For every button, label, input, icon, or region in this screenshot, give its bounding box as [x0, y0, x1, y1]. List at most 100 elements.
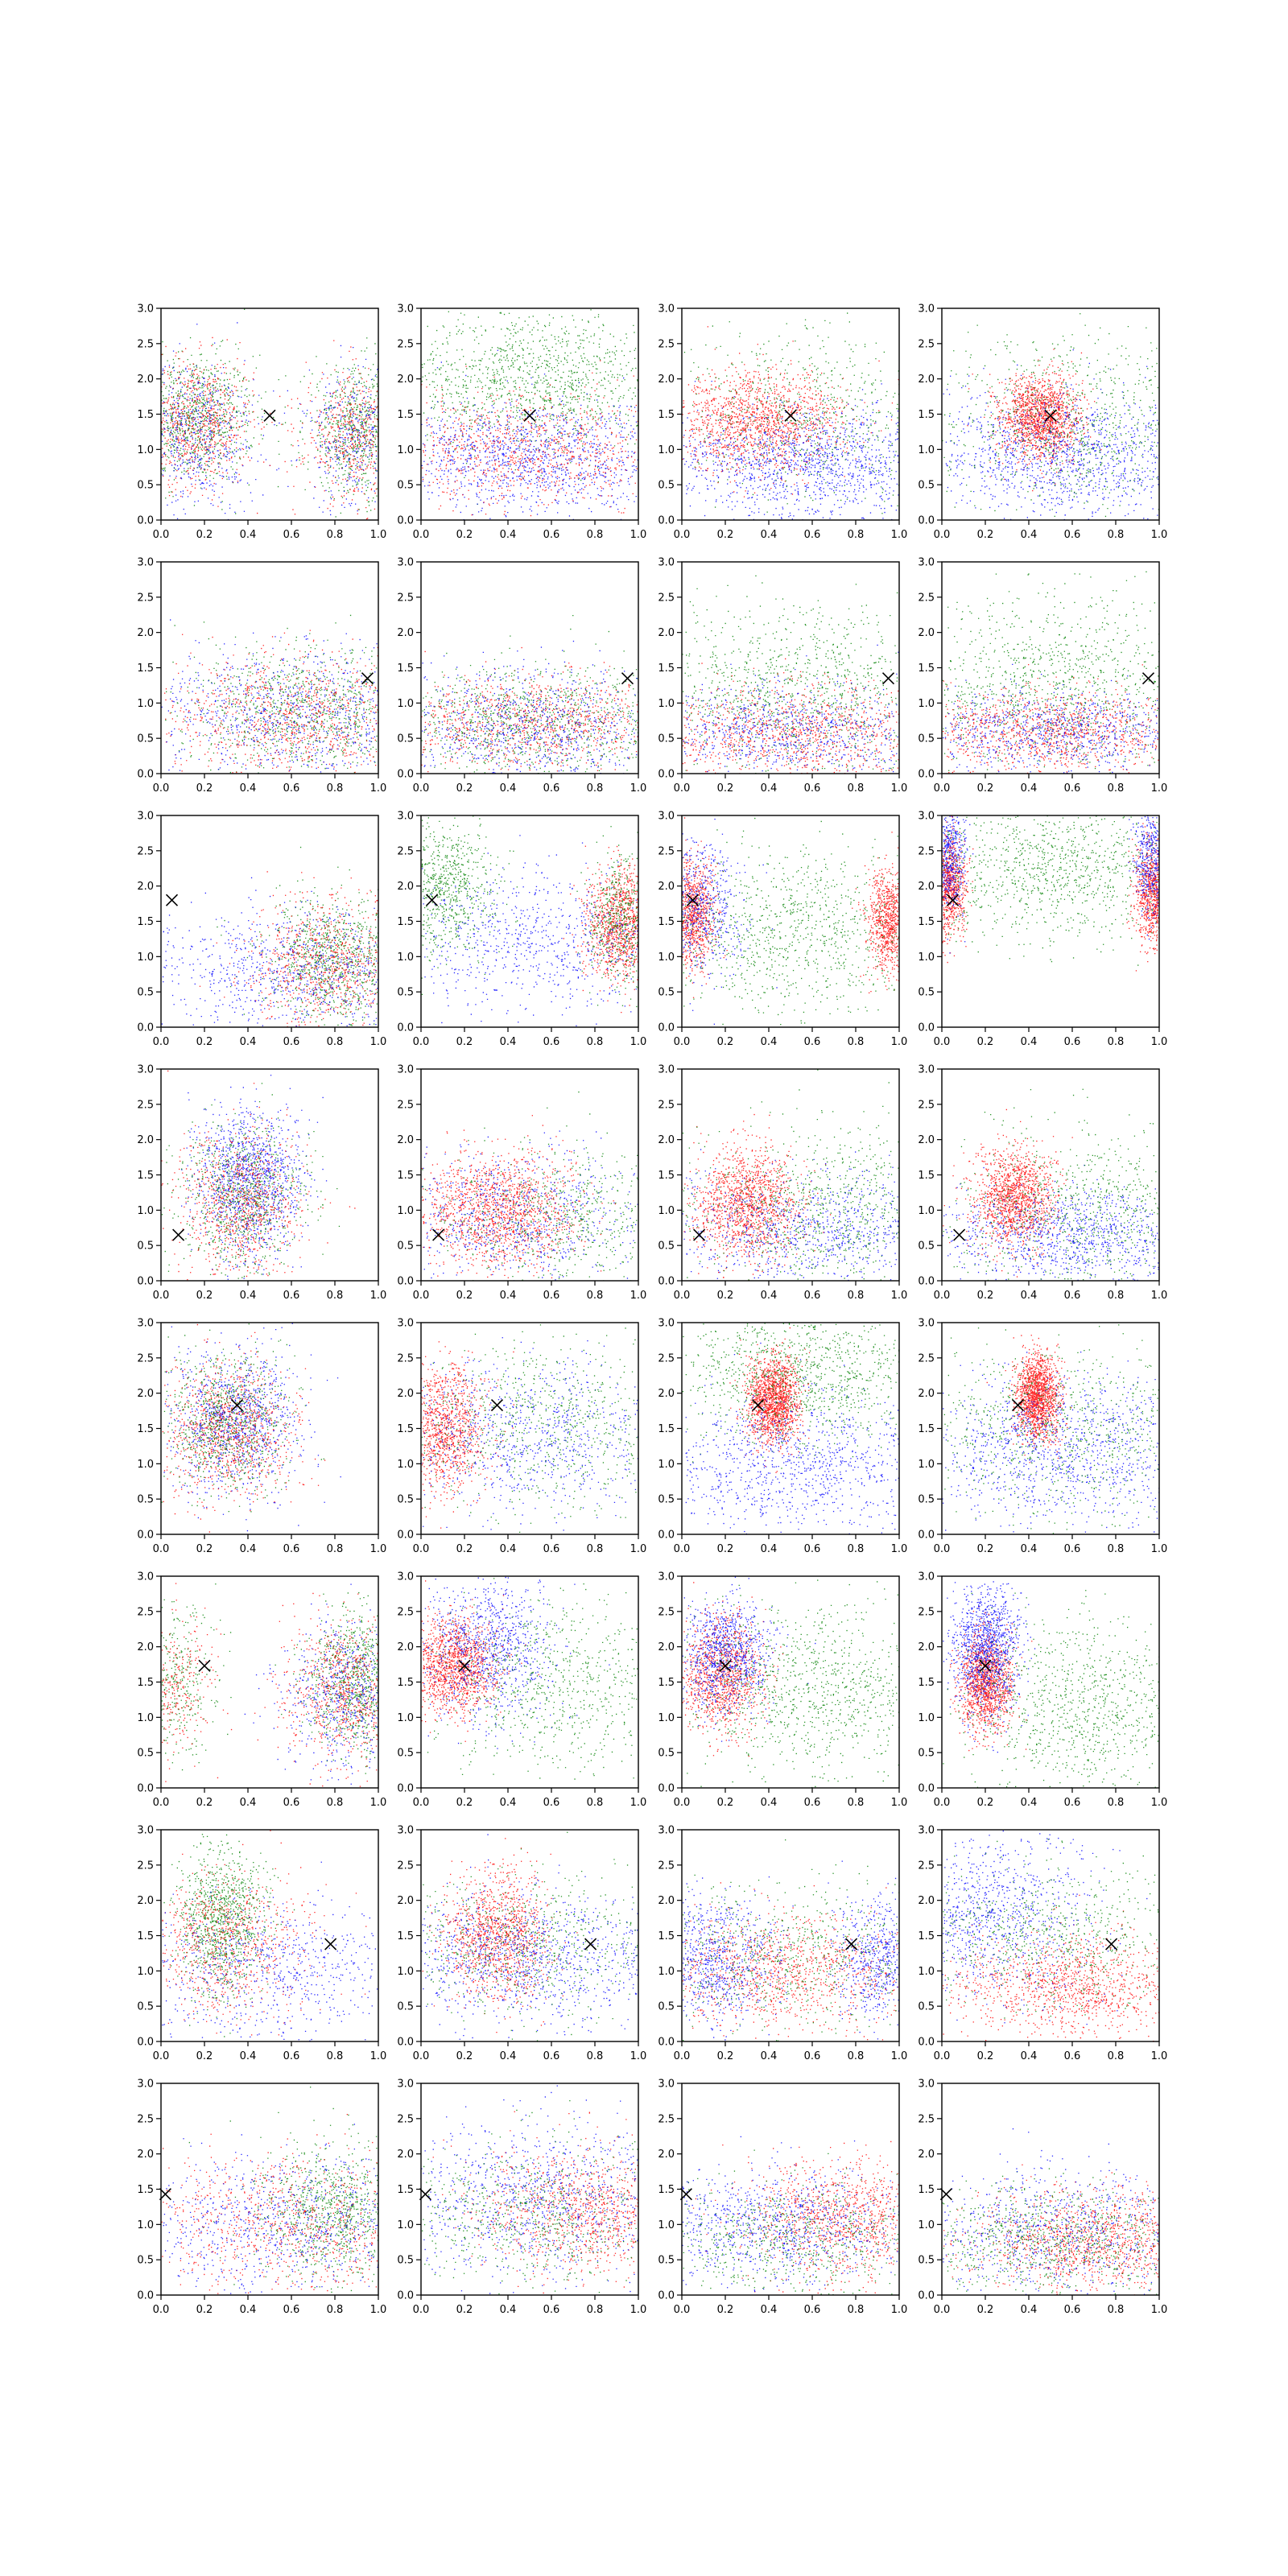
y-tick-label: 2.0 [137, 881, 154, 893]
y-tick-label: 2.0 [658, 1895, 675, 1907]
y-tick-label: 3.0 [397, 1064, 414, 1076]
y-tick-label: 1.5 [137, 1423, 154, 1435]
x-tick-label: 0.2 [456, 2304, 473, 2316]
x-tick-label: 0.2 [456, 782, 473, 795]
y-tick-label: 0.5 [137, 1241, 154, 1253]
x-tick-label: 0.0 [413, 1290, 430, 1302]
y-tick-label: 0.5 [918, 1748, 935, 1760]
y-tick-label: 2.0 [918, 2149, 935, 2161]
x-tick-label: 0.4 [500, 2050, 517, 2062]
x-tick-label: 0.8 [1108, 2304, 1125, 2316]
y-tick-label: 2.5 [918, 845, 935, 857]
x-tick-label: 0.2 [196, 2050, 213, 2062]
x-tick-label: 0.4 [761, 1290, 778, 1302]
y-tick-label: 1.0 [137, 1712, 154, 1724]
x-tick-label: 0.2 [196, 1036, 213, 1048]
y-tick-label: 0.5 [918, 480, 935, 492]
x-tick-label: 0.4 [1021, 2050, 1038, 2062]
y-tick-label: 3.0 [918, 1064, 935, 1076]
y-tick-label: 0.0 [658, 1783, 675, 1795]
y-tick-label: 1.5 [397, 409, 414, 421]
y-tick-label: 1.0 [397, 1966, 414, 1978]
y-tick-label: 3.0 [397, 1318, 414, 1330]
y-tick-label: 1.0 [918, 1205, 935, 1217]
y-tick-label: 3.0 [397, 557, 414, 569]
x-tick-label: 0.8 [587, 529, 604, 541]
x-tick-label: 0.8 [848, 2304, 865, 2316]
x-tick-label: 0.6 [804, 1797, 821, 1809]
y-tick-label: 0.5 [658, 2001, 675, 2013]
y-tick-label: 2.0 [397, 1895, 414, 1907]
y-tick-label: 0.5 [397, 733, 414, 745]
y-tick-label: 3.0 [397, 303, 414, 316]
y-tick-label: 3.0 [918, 1318, 935, 1330]
y-tick-label: 2.5 [137, 1352, 154, 1364]
y-tick-label: 2.5 [397, 1860, 414, 1872]
y-tick-label: 1.0 [658, 444, 675, 456]
y-tick-label: 2.5 [658, 2113, 675, 2125]
y-tick-label: 1.0 [658, 698, 675, 710]
y-tick-label: 0.5 [918, 1494, 935, 1506]
y-tick-label: 1.5 [658, 1930, 675, 1942]
x-tick-label: 1.0 [1151, 782, 1168, 795]
y-tick-label: 1.5 [658, 1170, 675, 1182]
y-tick-label: 1.0 [658, 1712, 675, 1724]
y-tick-label: 1.5 [397, 1930, 414, 1942]
x-tick-label: 0.6 [543, 1290, 560, 1302]
x-tick-label: 0.2 [717, 2304, 734, 2316]
y-tick-label: 3.0 [658, 303, 675, 316]
x-tick-label: 0.4 [1021, 1036, 1038, 1048]
x-tick-label: 0.2 [456, 1797, 473, 1809]
y-tick-label: 0.0 [397, 1276, 414, 1288]
x-tick-label: 0.6 [1064, 1797, 1081, 1809]
x-tick-label: 1.0 [891, 1797, 908, 1809]
y-tick-label: 1.0 [658, 2219, 675, 2231]
y-tick-label: 1.0 [918, 1712, 935, 1724]
x-tick-label: 0.2 [977, 1797, 994, 1809]
y-tick-label: 0.5 [137, 987, 154, 999]
x-tick-label: 0.6 [283, 1290, 300, 1302]
y-tick-label: 3.0 [658, 811, 675, 823]
y-tick-label: 1.0 [137, 2219, 154, 2231]
y-tick-label: 3.0 [137, 303, 154, 316]
x-tick-label: 0.8 [1108, 2050, 1125, 2062]
y-tick-label: 2.0 [137, 1641, 154, 1653]
y-tick-label: 1.5 [918, 1170, 935, 1182]
x-tick-label: 0.2 [456, 2050, 473, 2062]
y-tick-label: 2.5 [397, 845, 414, 857]
x-tick-label: 0.4 [240, 529, 257, 541]
y-tick-label: 1.5 [918, 2184, 935, 2196]
y-tick-label: 2.5 [658, 1606, 675, 1618]
y-tick-label: 3.0 [137, 557, 154, 569]
y-tick-label: 3.0 [137, 1064, 154, 1076]
x-tick-label: 0.0 [413, 782, 430, 795]
x-tick-label: 0.2 [977, 1543, 994, 1555]
y-tick-label: 3.0 [658, 557, 675, 569]
y-tick-label: 1.0 [918, 1459, 935, 1471]
x-tick-label: 0.6 [543, 782, 560, 795]
y-tick-label: 2.5 [137, 1860, 154, 1872]
y-tick-label: 3.0 [918, 2079, 935, 2091]
x-tick-label: 0.6 [543, 529, 560, 541]
y-tick-label: 0.5 [137, 480, 154, 492]
x-tick-label: 0.6 [804, 2050, 821, 2062]
x-tick-label: 0.6 [1064, 2304, 1081, 2316]
x-tick-label: 0.4 [240, 1290, 257, 1302]
y-tick-label: 0.5 [137, 2255, 154, 2267]
y-tick-label: 2.0 [397, 1641, 414, 1653]
x-tick-label: 0.0 [934, 1290, 951, 1302]
x-tick-label: 0.6 [283, 1543, 300, 1555]
x-tick-label: 0.2 [977, 1036, 994, 1048]
x-tick-label: 0.8 [1108, 1797, 1125, 1809]
x-tick-label: 1.0 [630, 1797, 647, 1809]
x-tick-label: 0.4 [1021, 1290, 1038, 1302]
x-tick-label: 0.2 [977, 2050, 994, 2062]
x-tick-label: 0.6 [283, 2050, 300, 2062]
y-tick-label: 3.0 [918, 303, 935, 316]
x-tick-label: 0.6 [283, 529, 300, 541]
x-tick-label: 0.4 [500, 1036, 517, 1048]
x-tick-label: 0.8 [327, 1797, 344, 1809]
y-tick-label: 0.0 [918, 1022, 935, 1034]
y-tick-label: 1.5 [918, 1677, 935, 1689]
x-tick-label: 0.4 [1021, 2304, 1038, 2316]
